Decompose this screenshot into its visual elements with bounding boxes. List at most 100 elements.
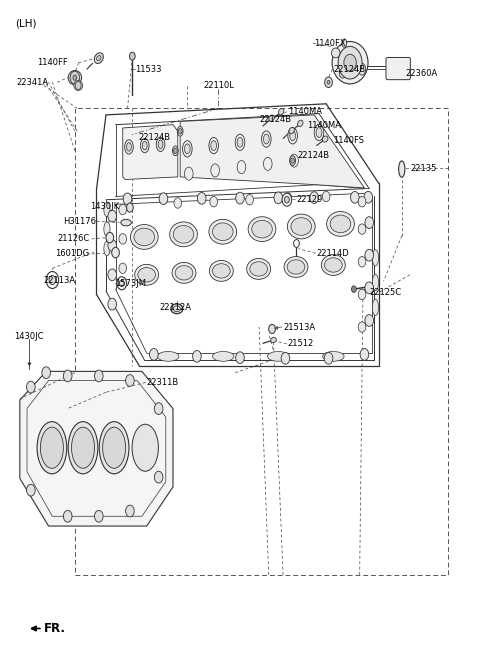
Circle shape [281,353,290,364]
Text: 22113A: 22113A [44,275,76,284]
Circle shape [130,52,135,60]
Ellipse shape [330,215,351,233]
Ellipse shape [209,137,218,154]
Ellipse shape [290,131,296,141]
Ellipse shape [175,266,193,280]
Ellipse shape [326,211,354,236]
Text: 1140FF: 1140FF [37,58,68,67]
Text: 1430JC: 1430JC [14,332,44,341]
Ellipse shape [332,41,368,84]
Text: 22110L: 22110L [203,81,234,90]
Polygon shape [20,371,173,526]
Circle shape [365,315,373,326]
Circle shape [323,191,330,201]
Circle shape [119,263,127,273]
Circle shape [324,77,332,88]
Ellipse shape [125,140,133,154]
Circle shape [120,280,124,286]
Circle shape [159,193,168,205]
Circle shape [119,204,127,215]
Ellipse shape [372,275,379,291]
Circle shape [358,256,366,267]
Text: 21513A: 21513A [283,322,315,332]
Ellipse shape [127,143,132,151]
Text: 22125C: 22125C [369,288,401,297]
Circle shape [197,192,206,204]
Ellipse shape [250,262,267,276]
Ellipse shape [290,154,299,167]
Ellipse shape [288,128,298,144]
Ellipse shape [134,228,155,246]
Ellipse shape [173,226,194,243]
Ellipse shape [248,216,276,241]
Circle shape [178,129,182,134]
Circle shape [95,510,103,522]
Circle shape [282,193,292,206]
Circle shape [63,510,72,522]
Ellipse shape [324,258,342,272]
Ellipse shape [298,120,303,127]
Circle shape [246,194,253,205]
Bar [75,109,448,575]
Circle shape [174,198,181,208]
Ellipse shape [143,141,147,150]
Circle shape [285,196,289,203]
Text: (LH): (LH) [15,18,36,29]
Ellipse shape [104,202,110,216]
Circle shape [360,349,369,360]
Circle shape [123,193,132,205]
Text: 11533: 11533 [135,65,161,74]
Ellipse shape [40,427,63,468]
Text: 1573JM: 1573JM [115,279,145,288]
Text: 22124B: 22124B [138,133,170,142]
Ellipse shape [211,164,219,177]
Circle shape [350,192,359,203]
Circle shape [155,472,163,483]
Ellipse shape [141,139,149,153]
Ellipse shape [121,219,132,226]
Text: 21126C: 21126C [57,234,89,243]
Circle shape [26,381,35,393]
Ellipse shape [68,71,82,85]
Ellipse shape [94,53,103,63]
Ellipse shape [182,141,192,157]
Polygon shape [123,125,178,179]
Ellipse shape [262,131,271,147]
Ellipse shape [211,141,216,150]
Ellipse shape [237,161,246,173]
Text: 22124B: 22124B [333,65,365,74]
Circle shape [236,352,244,364]
FancyBboxPatch shape [386,58,410,80]
Text: 1140MA: 1140MA [307,122,341,131]
Ellipse shape [157,351,179,361]
Text: 22124B: 22124B [298,151,330,160]
Circle shape [95,370,103,382]
Circle shape [106,232,114,243]
Circle shape [310,192,319,203]
Circle shape [108,269,117,281]
Circle shape [150,349,158,360]
Ellipse shape [156,137,165,152]
Text: 22114D: 22114D [317,249,349,258]
Ellipse shape [213,223,233,241]
Ellipse shape [37,422,67,474]
Ellipse shape [74,80,83,90]
Ellipse shape [96,56,101,61]
Circle shape [236,192,244,204]
Circle shape [49,275,56,284]
Circle shape [365,216,373,228]
Ellipse shape [213,351,234,361]
Circle shape [358,196,366,207]
Ellipse shape [135,264,158,285]
Circle shape [108,210,117,222]
Ellipse shape [271,337,276,343]
Text: H31176: H31176 [63,216,96,226]
Text: 22129: 22129 [297,196,323,204]
Ellipse shape [184,144,190,154]
Ellipse shape [177,126,183,136]
Circle shape [173,148,177,154]
Ellipse shape [269,115,274,122]
Ellipse shape [264,158,272,171]
Ellipse shape [314,124,324,141]
Circle shape [73,75,77,80]
